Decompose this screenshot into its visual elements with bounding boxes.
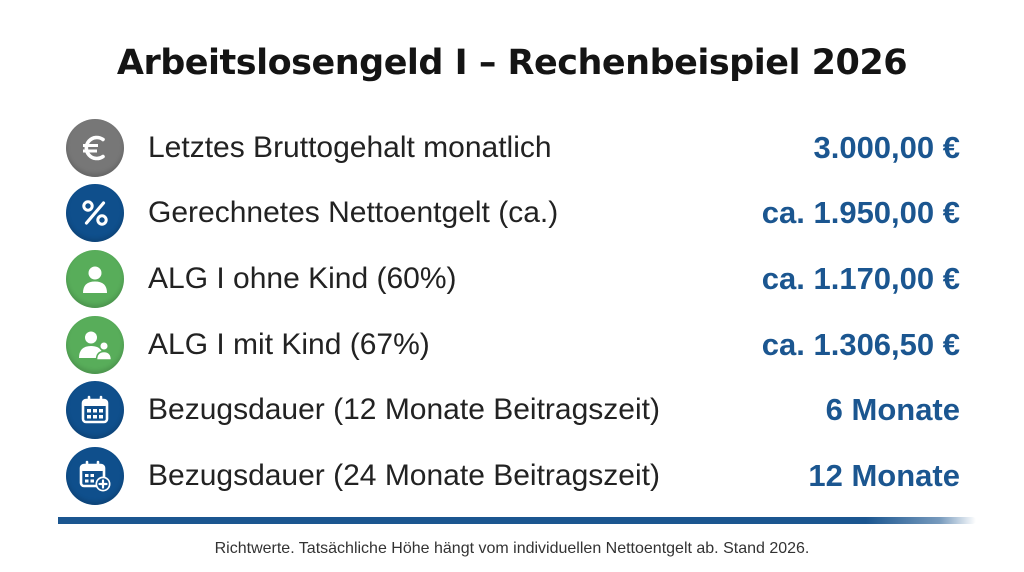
euro-icon — [66, 118, 124, 177]
person-icon — [66, 249, 124, 308]
row-duration-24: Bezugsdauer (24 Monate Beitragszeit) 12 … — [66, 443, 960, 509]
row-label: Letztes Bruttogehalt monatlich — [148, 130, 552, 164]
row-label: ALG I ohne Kind (60%) — [148, 261, 457, 295]
parent-child-icon — [66, 315, 124, 374]
divider — [58, 517, 976, 524]
calculation-list: Letztes Bruttogehalt monatlich 3.000,00 … — [66, 115, 960, 509]
page-title: Arbeitslosengeld I – Rechenbeispiel 2026 — [116, 43, 908, 83]
row-label: Gerechnetes Nettoentgelt (ca.) — [148, 196, 559, 230]
row-value: ca. 1.170,00 € — [761, 260, 960, 296]
row-value: 6 Monate — [825, 392, 960, 428]
footnote: Richtwerte. Tatsächliche Höhe hängt vom … — [214, 540, 810, 557]
row-duration-12: Bezugsdauer (12 Monate Beitragszeit) 6 M… — [66, 377, 960, 443]
row-value: 12 Monate — [808, 457, 960, 493]
row-label: Bezugsdauer (24 Monate Beitragszeit) — [148, 458, 660, 492]
row-alg-without-child: ALG I ohne Kind (60%) ca. 1.170,00 € — [66, 246, 960, 312]
row-value: ca. 1.950,00 € — [761, 195, 960, 231]
row-value: ca. 1.306,50 € — [761, 326, 960, 362]
row-label: Bezugsdauer (12 Monate Beitragszeit) — [148, 393, 660, 427]
row-alg-with-child: ALG I mit Kind (67%) ca. 1.306,50 € — [66, 312, 960, 378]
percent-icon — [66, 184, 124, 243]
calendar-icon — [66, 381, 124, 440]
calendar-plus-icon — [66, 446, 124, 505]
row-value: 3.000,00 € — [813, 129, 960, 165]
row-net-income: Gerechnetes Nettoentgelt (ca.) ca. 1.950… — [66, 181, 960, 247]
row-gross-salary: Letztes Bruttogehalt monatlich 3.000,00 … — [66, 115, 960, 181]
row-label: ALG I mit Kind (67%) — [148, 327, 430, 361]
